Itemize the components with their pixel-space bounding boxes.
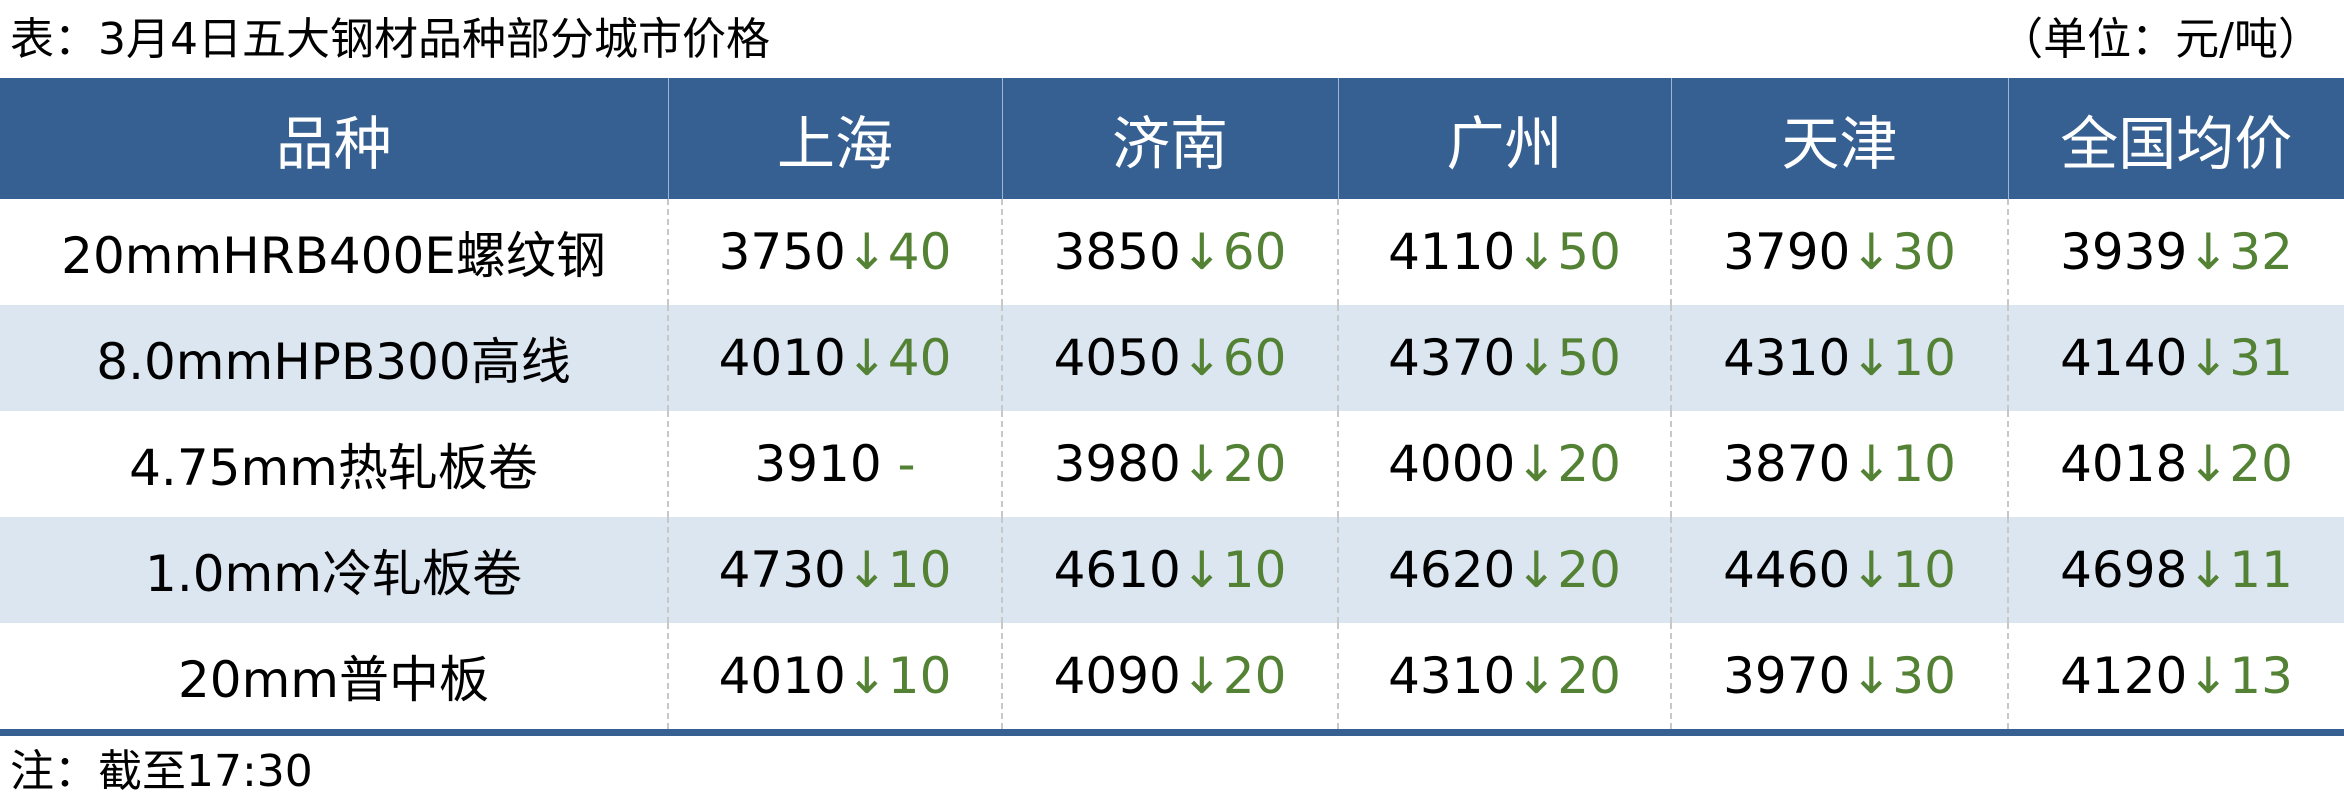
price-table: 品种 上海 济南 广州 天津 全国均价 20mmHRB400E螺纹钢 3750↓4… bbox=[0, 78, 2344, 736]
price-cell: 4620↓20 bbox=[1337, 517, 1671, 623]
table-row: 20mm普中板 4010↓10 4090↓20 4310↓20 3970↓30 4120↓… bbox=[0, 623, 2344, 736]
price-cell: 4010↓10 bbox=[667, 623, 1002, 736]
table-title: 表：3月4日五大钢材品种部分城市价格 bbox=[10, 14, 770, 65]
table-row: 20mmHRB400E螺纹钢 3750↓40 3850↓60 4110↓50 3790↓… bbox=[0, 199, 2344, 305]
price-cell: 4460↓10 bbox=[1670, 517, 2008, 623]
price-change: ↓20 bbox=[1515, 435, 1621, 493]
price-value: 4090 bbox=[1053, 647, 1181, 705]
price-cell: 3970↓30 bbox=[1670, 623, 2008, 736]
price-value: 4698 bbox=[2060, 541, 2188, 599]
price-change: ↓20 bbox=[1515, 647, 1621, 705]
header-jinan: 济南 bbox=[1001, 78, 1338, 199]
price-cell: 4140↓31 bbox=[2007, 305, 2344, 411]
price-cell: 3750↓40 bbox=[667, 199, 1002, 305]
price-change: ↓20 bbox=[1515, 541, 1621, 599]
price-cell: 4000↓20 bbox=[1337, 411, 1671, 517]
price-value: 4120 bbox=[2060, 647, 2188, 705]
table-row: 4.75mm热轧板卷 3910 -3980↓20 4000↓20 3870↓10 401… bbox=[0, 411, 2344, 517]
price-value: 3910 bbox=[754, 435, 882, 493]
price-value: 3870 bbox=[1723, 435, 1851, 493]
variety-cell: 8.0mmHPB300高线 bbox=[0, 305, 668, 411]
price-change: ↓50 bbox=[1515, 329, 1621, 387]
price-change: ↓40 bbox=[845, 223, 952, 281]
price-change: ↓10 bbox=[1850, 435, 1956, 493]
price-change: ↓30 bbox=[1850, 647, 1956, 705]
price-cell: 4090↓20 bbox=[1001, 623, 1338, 736]
price-value: 4460 bbox=[1723, 541, 1851, 599]
price-value: 3970 bbox=[1723, 647, 1851, 705]
price-change: ↓31 bbox=[2187, 329, 2293, 387]
price-cell: 4050↓60 bbox=[1001, 305, 1338, 411]
price-change: ↓20 bbox=[1180, 647, 1287, 705]
price-change: ↓11 bbox=[2187, 541, 2293, 599]
price-cell: 3980↓20 bbox=[1001, 411, 1338, 517]
price-change: ↓30 bbox=[1850, 223, 1956, 281]
unit-label: （单位：元/吨） bbox=[1999, 14, 2322, 65]
price-cell: 3870↓10 bbox=[1670, 411, 2008, 517]
price-change: - bbox=[881, 435, 916, 493]
price-value: 3850 bbox=[1053, 223, 1181, 281]
price-change: ↓10 bbox=[1850, 329, 1956, 387]
header-row: 品种 上海 济南 广州 天津 全国均价 bbox=[0, 78, 2344, 199]
price-value: 4370 bbox=[1388, 329, 1516, 387]
header-tianjin: 天津 bbox=[1670, 78, 2008, 199]
price-cell: 4698↓11 bbox=[2007, 517, 2344, 623]
price-change: ↓10 bbox=[845, 541, 952, 599]
price-value: 4000 bbox=[1388, 435, 1516, 493]
price-value: 3750 bbox=[718, 223, 846, 281]
price-value: 3939 bbox=[2060, 223, 2188, 281]
price-value: 4050 bbox=[1053, 329, 1181, 387]
header-shanghai: 上海 bbox=[667, 78, 1002, 199]
price-change: ↓40 bbox=[845, 329, 952, 387]
price-cell: 4370↓50 bbox=[1337, 305, 1671, 411]
price-cell: 3939↓32 bbox=[2007, 199, 2344, 305]
price-cell: 4110↓50 bbox=[1337, 199, 1671, 305]
price-cell: 4120↓13 bbox=[2007, 623, 2344, 736]
price-change: ↓20 bbox=[1180, 435, 1287, 493]
price-cell: 3850↓60 bbox=[1001, 199, 1338, 305]
price-change: ↓60 bbox=[1180, 329, 1287, 387]
price-value: 4730 bbox=[718, 541, 846, 599]
variety-cell: 20mm普中板 bbox=[0, 623, 668, 736]
price-value: 4610 bbox=[1053, 541, 1181, 599]
price-cell: 4730↓10 bbox=[667, 517, 1002, 623]
price-change: ↓32 bbox=[2187, 223, 2293, 281]
price-cell: 3790↓30 bbox=[1670, 199, 2008, 305]
price-value: 4140 bbox=[2060, 329, 2188, 387]
table-row: 1.0mm冷轧板卷 4730↓10 4610↓10 4620↓20 4460↓10 469… bbox=[0, 517, 2344, 623]
price-value: 4110 bbox=[1388, 223, 1516, 281]
table-row: 8.0mmHPB300高线 4010↓40 4050↓60 4370↓50 4310↓1… bbox=[0, 305, 2344, 411]
price-change: ↓13 bbox=[2187, 647, 2293, 705]
variety-cell: 4.75mm热轧板卷 bbox=[129, 439, 538, 497]
price-change: ↓50 bbox=[1515, 223, 1621, 281]
price-change: ↓10 bbox=[1180, 541, 1287, 599]
price-value: 3790 bbox=[1723, 223, 1851, 281]
price-value: 4620 bbox=[1388, 541, 1516, 599]
price-cell: 4310↓20 bbox=[1337, 623, 1671, 736]
price-value: 4310 bbox=[1388, 647, 1516, 705]
price-cell: 3910 - bbox=[667, 411, 1002, 517]
price-cell: 4310↓10 bbox=[1670, 305, 2008, 411]
footnote: 注：截至17:30 bbox=[10, 746, 313, 797]
price-value: 3980 bbox=[1053, 435, 1181, 493]
price-change: ↓60 bbox=[1180, 223, 1287, 281]
price-change: ↓10 bbox=[1850, 541, 1956, 599]
header-variety: 品种 bbox=[0, 78, 668, 199]
header-guangzhou: 广州 bbox=[1337, 78, 1671, 199]
price-change: ↓10 bbox=[845, 647, 952, 705]
price-value: 4018 bbox=[2060, 435, 2188, 493]
price-cell: 4610↓10 bbox=[1001, 517, 1338, 623]
price-value: 4010 bbox=[718, 647, 846, 705]
price-value: 4010 bbox=[718, 329, 846, 387]
price-change: ↓20 bbox=[2187, 435, 2293, 493]
price-cell: 4010↓40 bbox=[667, 305, 1002, 411]
header-national-average: 全国均价 bbox=[2007, 78, 2344, 199]
price-value: 4310 bbox=[1723, 329, 1851, 387]
price-cell: 4018↓20 bbox=[2007, 411, 2344, 517]
variety-cell: 1.0mm冷轧板卷 bbox=[0, 517, 668, 623]
variety-cell: 20mmHRB400E螺纹钢 bbox=[61, 227, 606, 285]
